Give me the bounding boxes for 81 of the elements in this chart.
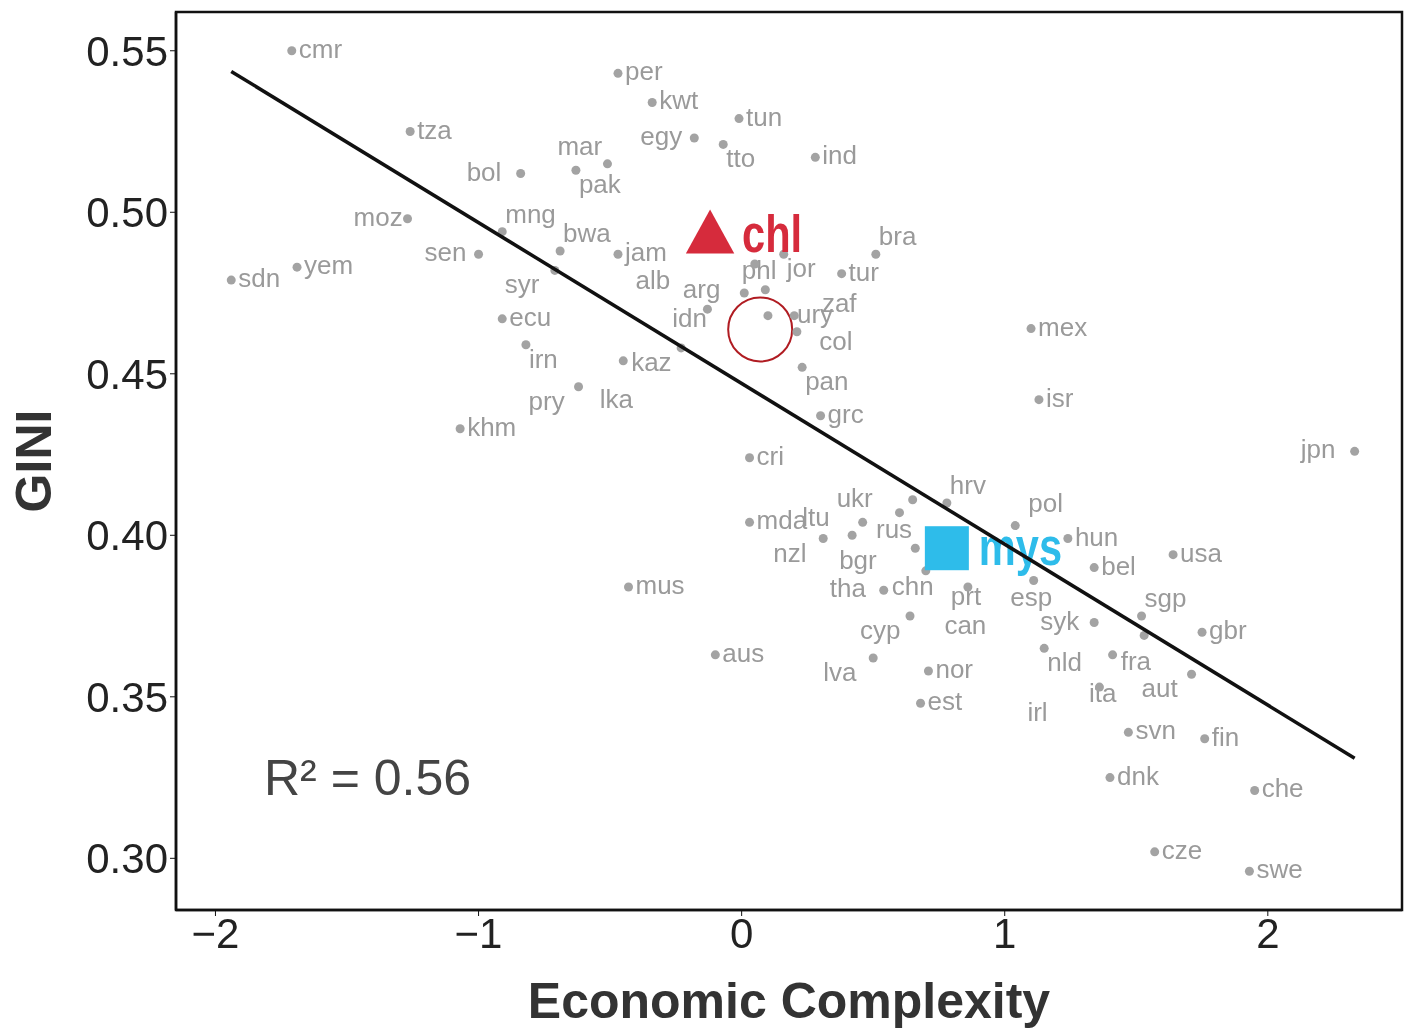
data-label: egy	[640, 120, 683, 151]
data-label: moz	[353, 201, 403, 232]
data-label: jor	[785, 253, 816, 284]
data-label: pan	[805, 366, 849, 397]
data-label: yem	[304, 250, 354, 281]
data-label: jam	[623, 237, 667, 268]
data-label: bra	[878, 221, 917, 252]
data-label: tur	[848, 256, 880, 287]
y-tick-label: 0.30	[86, 835, 168, 883]
data-label: chn	[891, 571, 934, 602]
x-axis-title: Economic Complexity	[527, 973, 1051, 1029]
y-tick-label: 0.35	[86, 673, 168, 721]
y-tick-label: 0.40	[86, 512, 168, 560]
x-tick-label: 1	[993, 909, 1017, 957]
data-label: can	[944, 609, 987, 640]
data-label: usa	[1180, 537, 1223, 568]
data-label: khm	[467, 411, 517, 442]
data-label: ind	[822, 140, 858, 171]
x-tick-label: −2	[191, 909, 240, 957]
data-label: ecu	[509, 301, 552, 332]
data-label: mex	[1038, 311, 1088, 342]
x-tick-label: 0	[729, 909, 754, 957]
data-label: alb	[635, 265, 671, 296]
data-label: hun	[1074, 521, 1119, 552]
data-label: bgr	[839, 545, 878, 576]
data-label: prt	[950, 580, 982, 611]
y-tick-label: 0.45	[86, 350, 168, 398]
y-axis-title: GINI	[6, 409, 62, 513]
data-label: pry	[528, 385, 565, 416]
data-label: nor	[935, 653, 974, 684]
data-label: sen	[424, 237, 467, 268]
data-label: rus	[876, 513, 913, 544]
data-label: nzl	[773, 537, 807, 568]
data-label: hrv	[949, 469, 986, 500]
y-tick-label: 0.55	[86, 27, 168, 75]
data-label: kaz	[631, 346, 672, 377]
data-label: est	[927, 686, 964, 717]
data-label: lva	[823, 657, 857, 688]
data-label: swe	[1256, 854, 1303, 885]
data-label: dnk	[1116, 760, 1160, 791]
data-label: jpn	[1299, 434, 1336, 465]
data-label: bol	[466, 156, 502, 187]
data-label: svn	[1135, 715, 1176, 746]
data-label: kwt	[659, 85, 699, 116]
data-label: tto	[726, 143, 756, 174]
data-label: cmr	[298, 33, 343, 64]
data-label: irn	[528, 343, 558, 374]
data-label: ukr	[836, 482, 874, 513]
data-label: lka	[599, 383, 634, 414]
data-label: cyp	[860, 615, 901, 646]
data-label: irl	[1027, 697, 1048, 728]
data-label: tha	[829, 573, 867, 604]
x-tick-label: 2	[1256, 909, 1280, 957]
data-label: sgp	[1144, 583, 1187, 614]
x-tick-label: −1	[454, 909, 503, 957]
data-label: pak	[578, 169, 622, 200]
data-label: tza	[417, 114, 453, 145]
data-label: per	[624, 56, 663, 87]
data-label: cri	[756, 440, 784, 471]
data-label: mng	[505, 198, 556, 229]
data-label: aus	[722, 637, 765, 668]
data-label: pol	[1028, 487, 1063, 518]
data-label: bel	[1101, 550, 1136, 581]
data-label: mus	[635, 569, 685, 600]
data-label: cze	[1161, 834, 1203, 865]
data-label: grc	[827, 398, 864, 429]
data-label: nld	[1047, 647, 1082, 678]
annotation: R² = 0.56	[264, 750, 472, 806]
data-label: isr	[1045, 382, 1074, 413]
data-label: syr	[504, 269, 540, 300]
data-label: sdn	[238, 263, 281, 294]
data-label: idn	[672, 303, 707, 334]
data-label: fin	[1211, 721, 1240, 752]
data-label: arg	[682, 273, 721, 304]
data-label: che	[1261, 773, 1304, 804]
data-label: gbr	[1209, 615, 1247, 646]
data-label: tun	[746, 101, 783, 132]
data-label: bwa	[563, 218, 612, 249]
data-label: phl	[741, 254, 777, 285]
data-label: mar	[557, 130, 603, 161]
y-tick-label: 0.50	[86, 189, 168, 237]
